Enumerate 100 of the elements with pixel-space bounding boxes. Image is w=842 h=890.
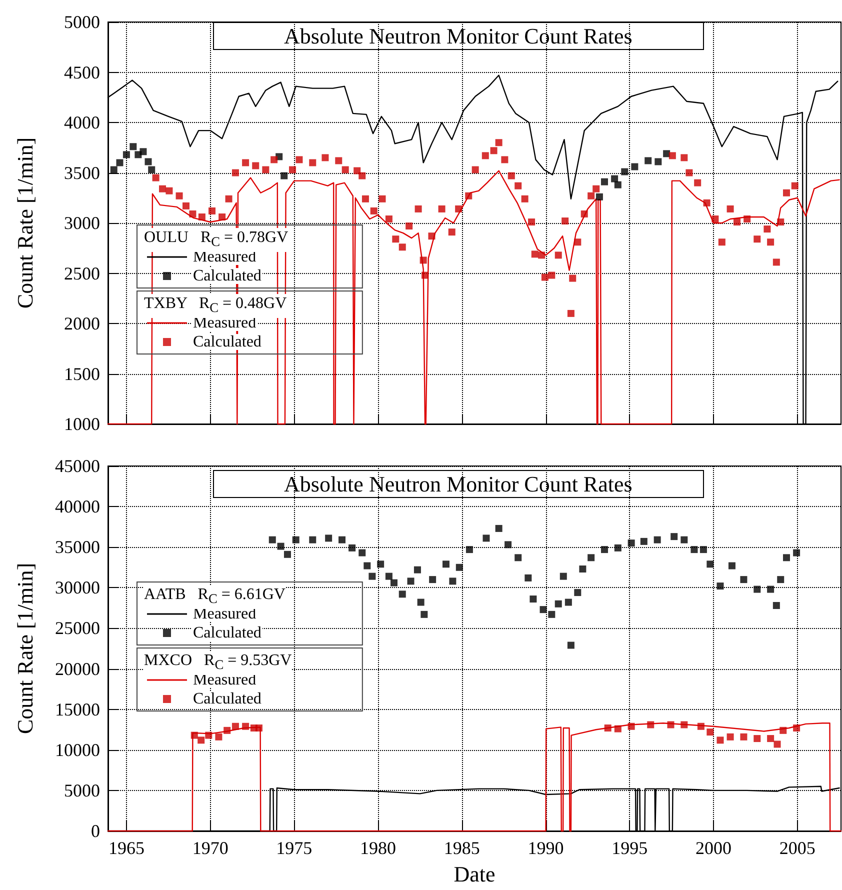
point — [190, 732, 198, 739]
y-axis-title: Count Rate [1/min] — [12, 562, 38, 734]
x-tick-label: 1970 — [192, 838, 228, 858]
point — [268, 536, 276, 544]
point — [600, 178, 608, 186]
point — [429, 576, 436, 584]
point — [140, 148, 147, 156]
point — [611, 175, 618, 182]
point — [628, 722, 635, 730]
y-tick-label: 2500 — [64, 263, 100, 284]
chart-title: Absolute Neutron Monitor Count Rates — [284, 24, 632, 48]
point — [292, 536, 300, 544]
point — [358, 549, 366, 556]
point — [548, 610, 556, 618]
point — [631, 163, 638, 170]
y-tick-label: 35000 — [55, 537, 100, 558]
legend-label: Calculated — [193, 624, 262, 642]
point — [567, 642, 574, 649]
point — [116, 159, 124, 166]
point — [554, 600, 562, 608]
point — [414, 566, 421, 574]
point — [564, 598, 572, 606]
point — [670, 533, 678, 540]
annotation: AATB R$_{C}$ = 6.61GV — [144, 586, 286, 606]
point — [740, 733, 748, 740]
legend-label: Measured — [193, 248, 256, 266]
point — [442, 560, 450, 568]
point — [754, 735, 761, 742]
point — [338, 536, 346, 544]
point — [449, 578, 456, 585]
point — [456, 564, 463, 571]
legend-label: Measured — [193, 672, 256, 688]
y-tick-label: 10000 — [55, 740, 100, 760]
point — [793, 549, 800, 556]
point — [690, 546, 698, 554]
point — [277, 542, 284, 550]
point — [420, 610, 428, 618]
y-tick-label: 30000 — [55, 578, 100, 598]
point — [621, 168, 628, 176]
point — [588, 554, 595, 562]
point — [716, 582, 724, 590]
y-tick-label: 3500 — [64, 162, 100, 183]
y-tick-label: 0 — [91, 821, 100, 841]
point — [504, 541, 512, 548]
point — [680, 721, 688, 728]
point — [417, 598, 424, 606]
point — [767, 586, 774, 593]
point — [122, 151, 130, 158]
x-tick-label: 1975 — [276, 838, 312, 858]
point — [774, 740, 781, 748]
legend-label: Measured — [193, 606, 256, 622]
point — [614, 544, 622, 552]
annotation: TXBY R$_{C}$ = 0.48GV — [144, 295, 287, 316]
point — [466, 546, 473, 554]
point — [482, 534, 490, 542]
point — [407, 578, 414, 585]
point — [726, 733, 734, 740]
point — [600, 546, 608, 554]
point — [148, 166, 156, 174]
point — [767, 735, 774, 742]
point — [777, 576, 784, 584]
point — [309, 536, 316, 544]
point — [348, 544, 356, 552]
point — [647, 721, 654, 728]
point — [232, 722, 239, 730]
point — [706, 560, 714, 568]
point — [524, 574, 532, 582]
point — [514, 554, 522, 562]
point — [579, 566, 586, 573]
point — [385, 572, 392, 580]
legend-label: Calculated — [193, 690, 262, 708]
point — [772, 602, 780, 610]
point — [782, 554, 790, 562]
point — [255, 724, 262, 732]
x-tick-label: 1995 — [612, 838, 648, 858]
y-axis-title: Count Rate [1/min] — [12, 137, 38, 309]
y-tick-label: 40000 — [55, 496, 100, 517]
y-tick-label: 5000 — [64, 12, 100, 32]
point — [697, 722, 704, 730]
y-tick-label: 20000 — [55, 658, 100, 679]
annotation: OULU R$_{C}$ = 0.78GV — [144, 229, 288, 250]
point — [604, 724, 612, 732]
point — [700, 546, 707, 554]
y-tick-label: 2000 — [64, 314, 100, 334]
point — [368, 572, 376, 580]
chart-title: Absolute Neutron Monitor Count Rates — [284, 472, 632, 496]
point — [728, 562, 736, 570]
y-tick-label: 25000 — [55, 618, 100, 638]
point — [280, 172, 288, 180]
x-tick-label: 1980 — [360, 838, 396, 858]
x-tick-label: 1985 — [444, 838, 480, 858]
point — [793, 724, 800, 732]
point — [530, 596, 537, 603]
y-tick-label: 1500 — [64, 364, 100, 384]
point — [706, 728, 714, 736]
x-axis-title: Date — [454, 862, 496, 886]
y-tick-label: 15000 — [55, 699, 100, 720]
point — [654, 536, 661, 544]
y-tick-label: 5000 — [64, 780, 100, 800]
point — [540, 606, 547, 614]
